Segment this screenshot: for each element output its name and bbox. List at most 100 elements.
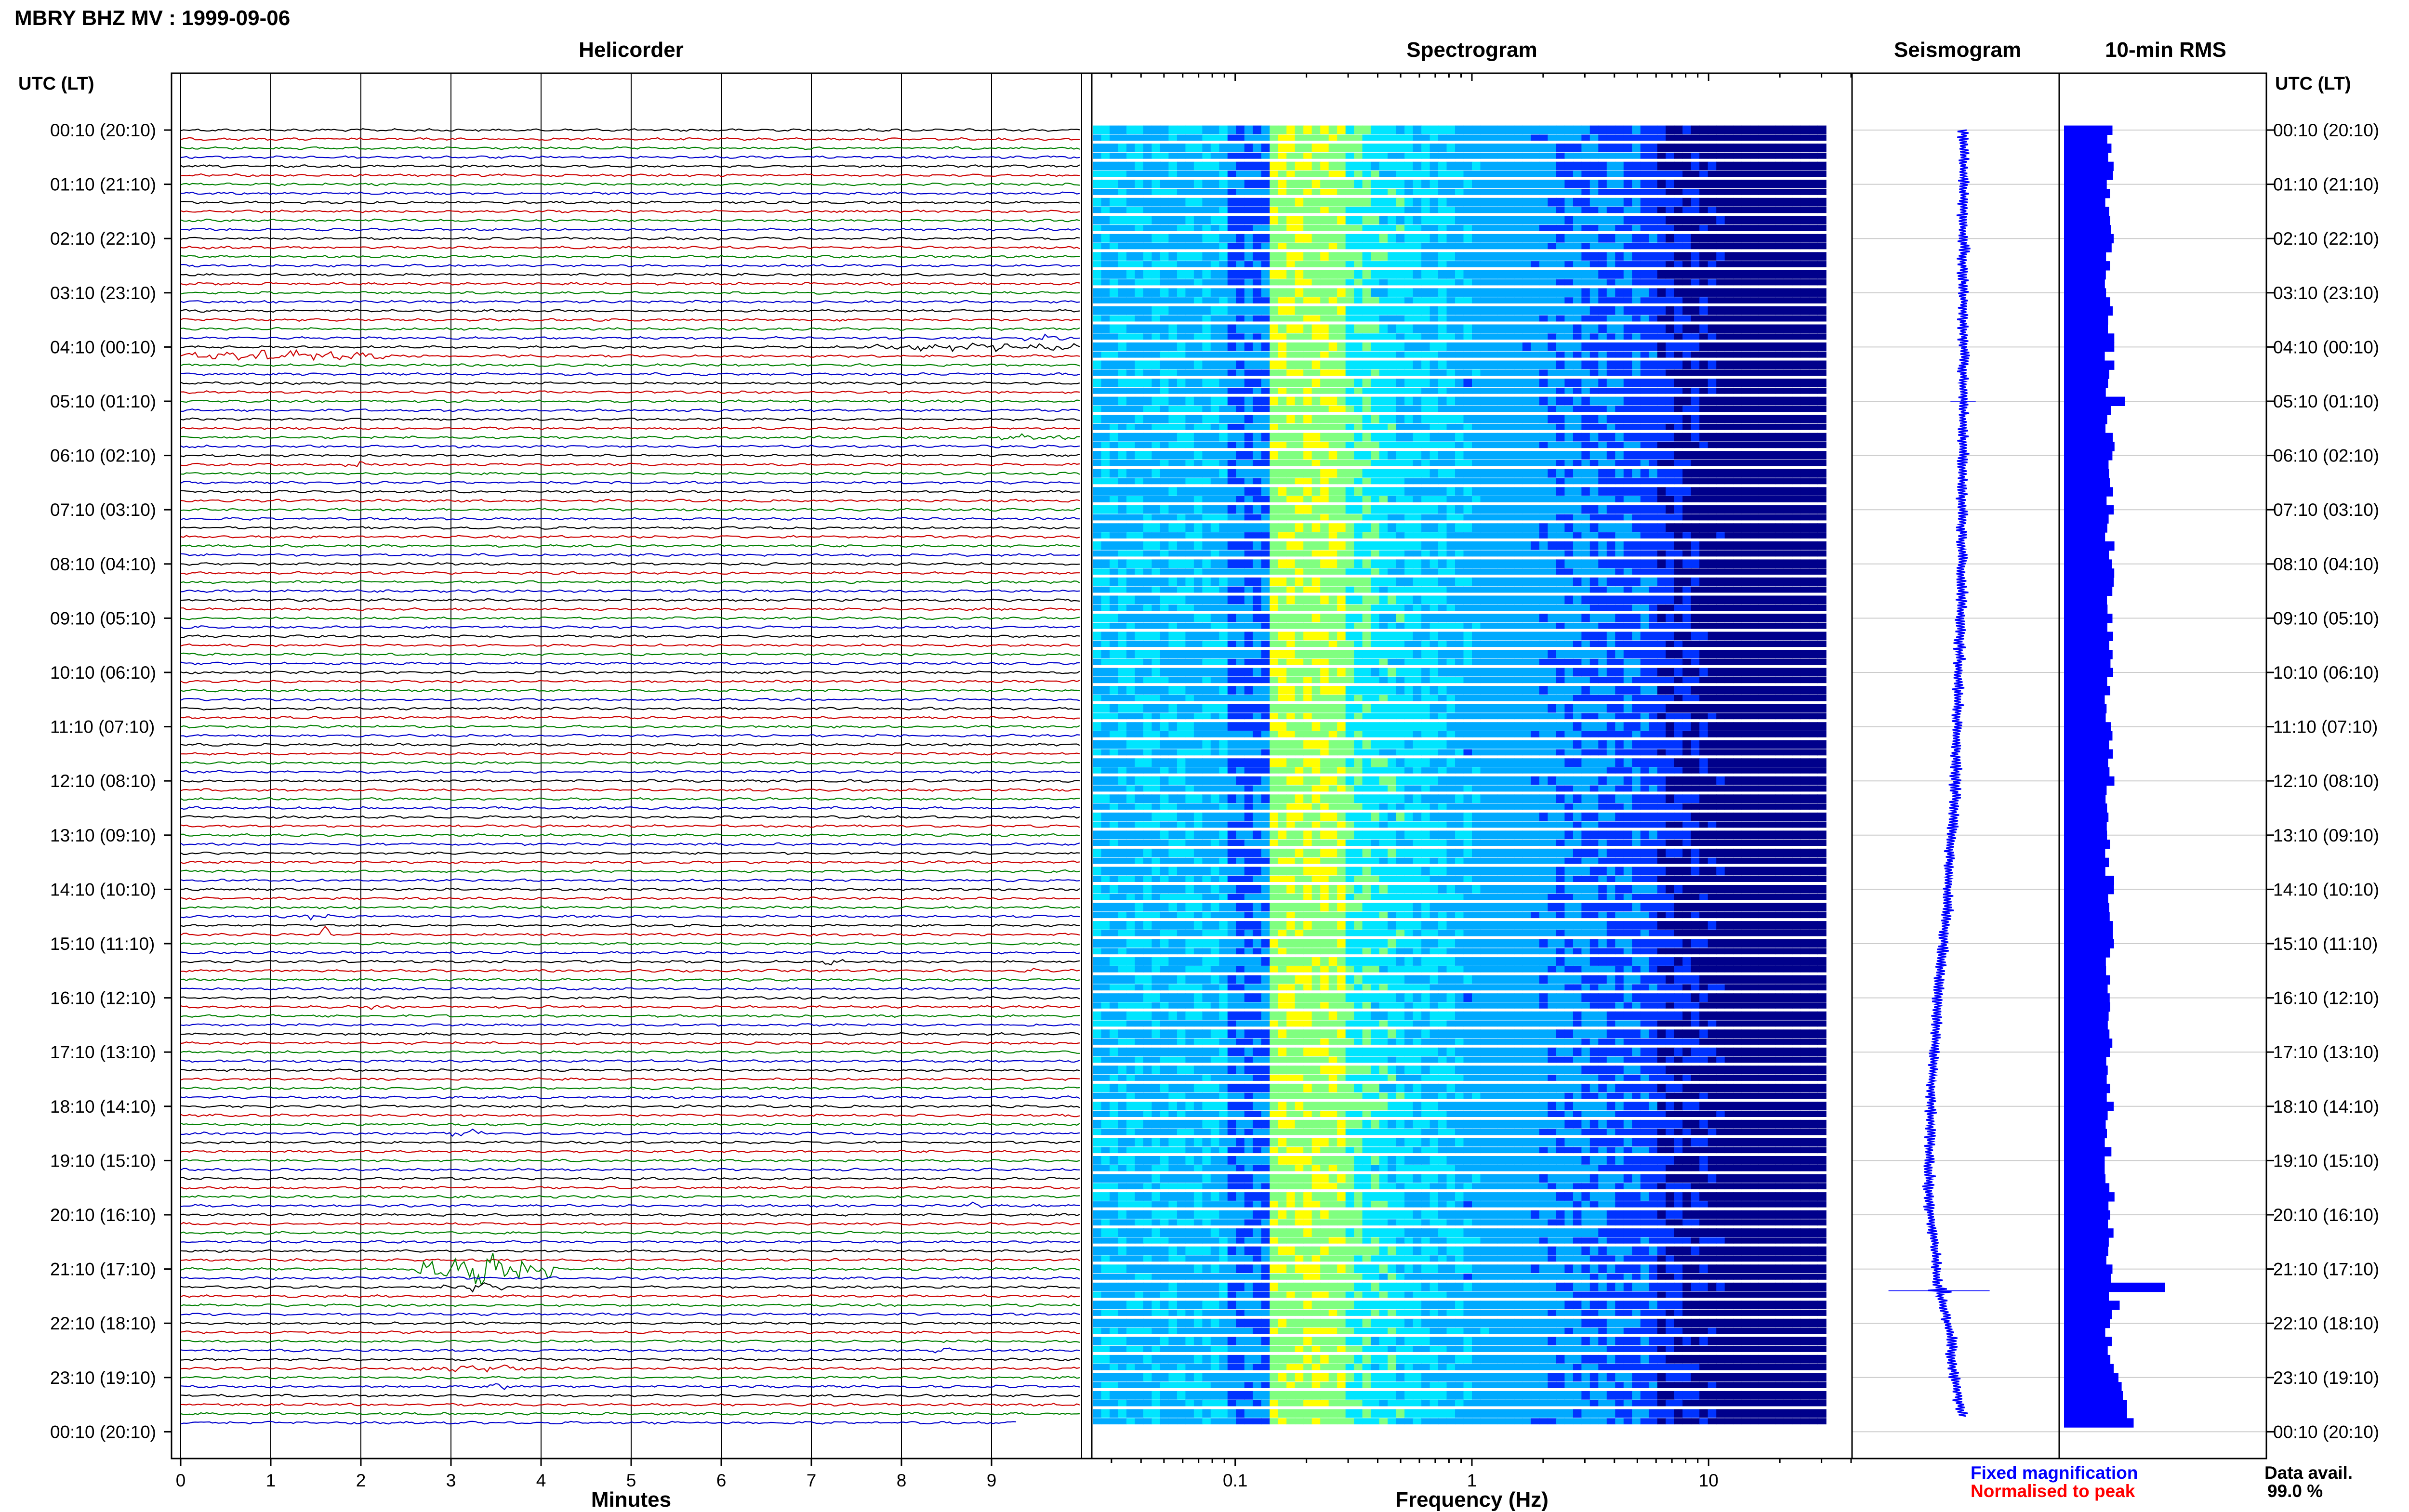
spectrogram-cell bbox=[1817, 134, 1827, 141]
spectrogram-cell bbox=[1514, 315, 1523, 322]
spectrogram-cell bbox=[1118, 415, 1127, 423]
spectrogram-cell bbox=[1438, 288, 1447, 297]
spectrogram-cell bbox=[1792, 523, 1801, 532]
spectrogram-cell bbox=[1177, 442, 1186, 448]
spectrogram-cell bbox=[1531, 360, 1540, 369]
spectrogram-cell bbox=[1548, 125, 1557, 134]
spectrogram-cell bbox=[1446, 514, 1456, 521]
spectrogram-cell bbox=[1455, 559, 1464, 568]
spectrogram-cell bbox=[1531, 297, 1540, 303]
spectrogram-cell bbox=[1623, 315, 1633, 322]
spectrogram-cell bbox=[1463, 487, 1472, 496]
spectrogram-cell bbox=[1371, 505, 1380, 514]
spectrogram-cell bbox=[1219, 216, 1228, 225]
spectrogram-cell bbox=[1371, 207, 1380, 213]
spectrogram-cell bbox=[1354, 243, 1363, 250]
spectrogram-cell bbox=[1193, 387, 1203, 394]
spectrogram-cell bbox=[1303, 234, 1312, 243]
spectrogram-cell bbox=[1388, 234, 1397, 243]
spectrogram-cell bbox=[1548, 595, 1557, 605]
helicorder-trace bbox=[180, 137, 1080, 141]
spectrogram-cell bbox=[1758, 568, 1767, 575]
spectrogram-cell bbox=[1489, 406, 1498, 412]
helicorder-trace bbox=[180, 508, 1080, 512]
spectrogram-cell bbox=[1472, 306, 1481, 315]
spectrogram-cell bbox=[1227, 333, 1237, 340]
spectrogram-cell bbox=[1379, 505, 1388, 514]
spectrogram-cell bbox=[1295, 379, 1304, 387]
spectrogram-cell bbox=[1792, 315, 1801, 322]
spectrogram-cell bbox=[1716, 125, 1725, 134]
spectrogram-cell bbox=[1548, 460, 1557, 466]
spectrogram-cell bbox=[1345, 550, 1354, 557]
spectrogram-cell bbox=[1767, 342, 1776, 351]
spectrogram-cell bbox=[1379, 614, 1388, 622]
spectrogram-cell bbox=[1606, 415, 1616, 423]
spectrogram-cell bbox=[1337, 360, 1346, 369]
spectrogram-cell bbox=[1817, 315, 1827, 322]
spectrogram-cell bbox=[1817, 161, 1827, 171]
spectrogram-cell bbox=[1135, 351, 1144, 358]
spectrogram-cell bbox=[1784, 171, 1793, 177]
spectrogram-cell bbox=[1691, 144, 1700, 152]
spectrogram-cell bbox=[1691, 514, 1700, 521]
spectrogram-cell bbox=[1800, 487, 1810, 496]
spectrogram-cell bbox=[1396, 297, 1405, 303]
spectrogram-cell bbox=[1236, 144, 1245, 152]
spectrogram-cell bbox=[1379, 559, 1388, 568]
spectrogram-cell bbox=[1750, 288, 1759, 297]
spectrogram-cell bbox=[1826, 171, 1827, 177]
spectrogram-cell bbox=[1270, 225, 1279, 231]
spectrogram-cell bbox=[1733, 288, 1742, 297]
spectrogram-cell bbox=[1093, 550, 1102, 557]
spectrogram-cell bbox=[1615, 478, 1624, 485]
spectrogram-cell bbox=[1193, 306, 1203, 315]
spectrogram-cell bbox=[1489, 234, 1498, 243]
spectrogram-cell bbox=[1093, 523, 1102, 532]
spectrogram-cell bbox=[1286, 415, 1296, 423]
spectrogram-cell bbox=[1388, 288, 1397, 297]
spectrogram-cell bbox=[1388, 297, 1397, 303]
spectrogram-cell bbox=[1506, 252, 1515, 261]
spectrogram-cell bbox=[1733, 415, 1742, 423]
spectrogram-cell bbox=[1649, 423, 1658, 430]
spectrogram-cell bbox=[1354, 234, 1363, 243]
spectrogram-cell bbox=[1101, 595, 1110, 605]
spectrogram-cell bbox=[1674, 568, 1683, 575]
spectrogram-cell bbox=[1227, 252, 1237, 261]
spectrogram-cell bbox=[1758, 306, 1767, 315]
spectrogram-cell bbox=[1320, 315, 1329, 322]
spectrogram-cell bbox=[1270, 487, 1279, 496]
spectrogram-cell bbox=[1699, 144, 1708, 152]
spectrogram-cell bbox=[1489, 541, 1498, 550]
spectrogram-cell bbox=[1623, 514, 1633, 521]
spectrogram-cell bbox=[1674, 306, 1683, 315]
spectrogram-cell bbox=[1480, 369, 1489, 376]
spectrogram-cell bbox=[1707, 451, 1717, 460]
spectrogram-cell bbox=[1126, 189, 1136, 195]
spectrogram-cell bbox=[1345, 279, 1354, 286]
helicorder-trace bbox=[180, 833, 1080, 837]
spectrogram-cell bbox=[1589, 433, 1599, 442]
spectrogram-cell bbox=[1489, 396, 1498, 406]
spectrogram-cell bbox=[1152, 532, 1161, 539]
spectrogram-cell bbox=[1388, 532, 1397, 539]
spectrogram-cell bbox=[1185, 297, 1194, 303]
helicorder-trace bbox=[180, 1253, 1080, 1286]
spectrogram-cell bbox=[1497, 243, 1506, 250]
spectrogram-cell bbox=[1657, 505, 1667, 514]
spectrogram-cell bbox=[1682, 532, 1692, 539]
spectrogram-cell bbox=[1615, 279, 1624, 286]
spectrogram-cell bbox=[1649, 369, 1658, 376]
spectrogram-cell bbox=[1480, 144, 1489, 152]
spectrogram-cell bbox=[1354, 496, 1363, 502]
spectrogram-cell bbox=[1303, 261, 1312, 267]
spectrogram-cell bbox=[1539, 144, 1549, 152]
spectrogram-cell bbox=[1564, 207, 1574, 213]
spectrogram-cell bbox=[1606, 333, 1616, 340]
spectrogram-cell bbox=[1379, 234, 1388, 243]
spectrogram-cell bbox=[1674, 207, 1683, 213]
spectrogram-cell bbox=[1741, 270, 1750, 279]
spectrogram-cell bbox=[1489, 387, 1498, 394]
spectrogram-cell bbox=[1792, 442, 1801, 448]
